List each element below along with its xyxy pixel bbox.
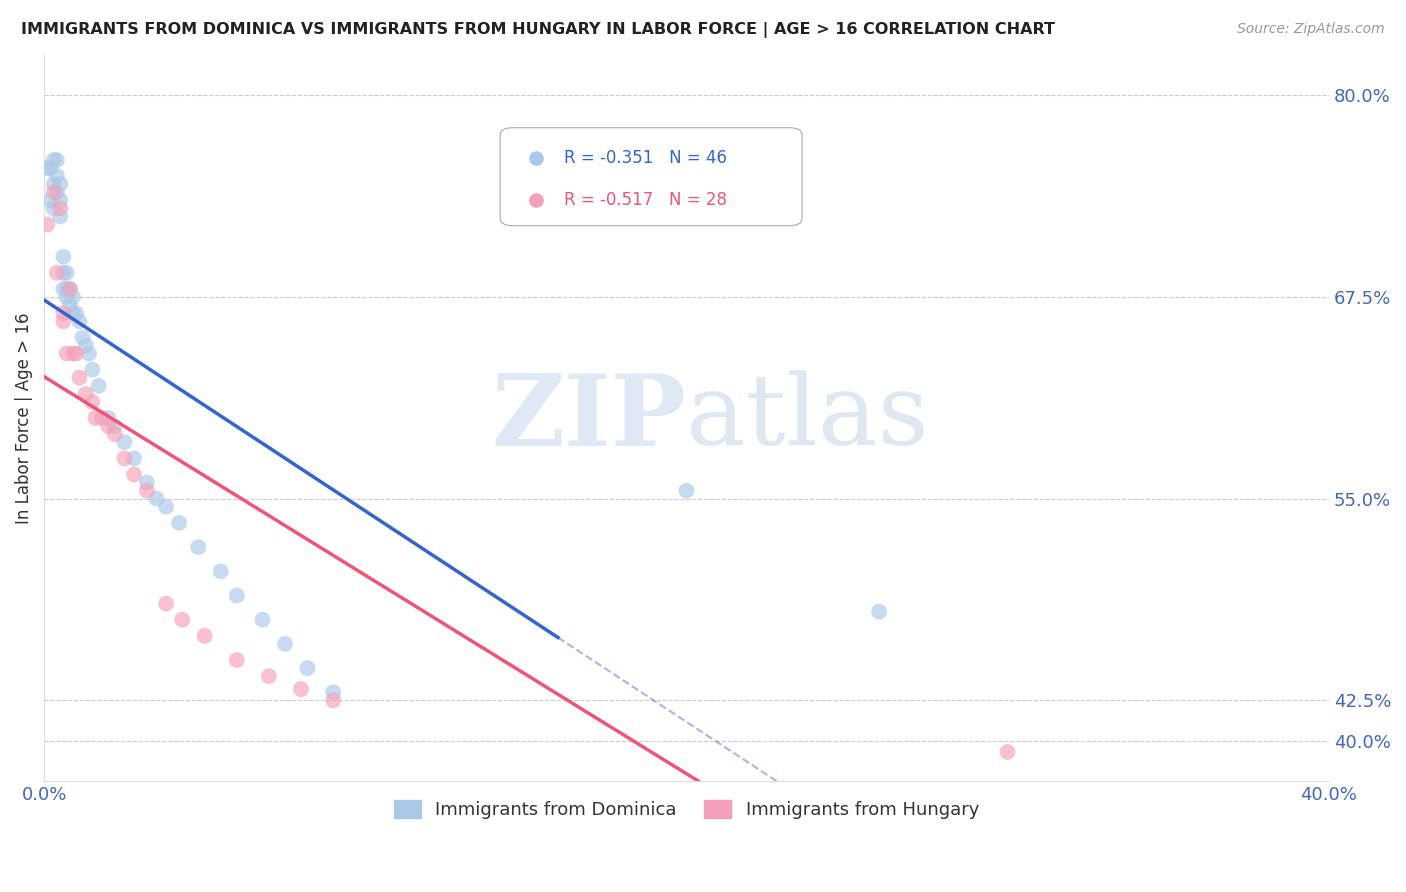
Point: [55, 290, 77, 304]
Point: [868, 605, 890, 619]
Point: [1263, 0, 1285, 10]
Point: [75, 338, 97, 352]
Point: [87, 379, 110, 393]
Point: [52, 250, 75, 264]
Point: [46, 186, 69, 200]
Point: [112, 435, 135, 450]
Point: [52, 314, 75, 328]
Point: [75, 387, 97, 401]
Point: [225, 653, 247, 667]
Point: [46, 153, 69, 167]
Point: [90, 411, 112, 425]
Point: [55, 282, 77, 296]
Point: [77, 346, 100, 360]
FancyBboxPatch shape: [501, 128, 801, 226]
Point: [135, 483, 157, 498]
Point: [37, 218, 59, 232]
Point: [49, 202, 72, 216]
Point: [42, 186, 65, 200]
Point: [46, 169, 69, 183]
Point: [49, 177, 72, 191]
Point: [112, 451, 135, 466]
Point: [97, 419, 120, 434]
Point: [42, 202, 65, 216]
Point: [65, 306, 87, 320]
Text: R = -0.351   N = 46: R = -0.351 N = 46: [564, 149, 727, 168]
Point: [194, 629, 217, 643]
Point: [42, 153, 65, 167]
Point: [84, 411, 107, 425]
Point: [167, 516, 190, 530]
Point: [225, 589, 247, 603]
Point: [172, 613, 194, 627]
Point: [290, 681, 312, 696]
Point: [252, 613, 274, 627]
Text: atlas: atlas: [686, 370, 929, 466]
Point: [39, 194, 62, 208]
Text: R = -0.517   N = 28: R = -0.517 N = 28: [564, 191, 727, 209]
Point: [59, 282, 82, 296]
Point: [322, 685, 344, 699]
Point: [145, 491, 167, 506]
Point: [997, 745, 1019, 759]
Point: [104, 419, 127, 434]
Point: [52, 266, 75, 280]
Point: [209, 564, 232, 578]
Point: [62, 306, 84, 320]
Point: [59, 298, 82, 312]
Point: [155, 597, 177, 611]
Point: [104, 427, 127, 442]
Point: [49, 210, 72, 224]
Point: [69, 314, 91, 328]
Text: ZIP: ZIP: [492, 369, 686, 467]
Point: [97, 411, 120, 425]
Point: [55, 266, 77, 280]
Point: [274, 637, 297, 651]
Legend: Immigrants from Dominica, Immigrants from Hungary: Immigrants from Dominica, Immigrants fro…: [387, 793, 986, 826]
Point: [52, 306, 75, 320]
Point: [1263, 87, 1285, 102]
Point: [257, 669, 280, 683]
Point: [135, 475, 157, 490]
Point: [297, 661, 319, 675]
Point: [122, 451, 145, 466]
Point: [187, 540, 209, 554]
Point: [42, 177, 65, 191]
Point: [675, 483, 697, 498]
Point: [62, 346, 84, 360]
Point: [39, 161, 62, 175]
Point: [322, 693, 344, 707]
Point: [55, 346, 77, 360]
Point: [37, 161, 59, 175]
Point: [155, 500, 177, 514]
Y-axis label: In Labor Force | Age > 16: In Labor Force | Age > 16: [15, 312, 32, 524]
Point: [52, 282, 75, 296]
Point: [49, 194, 72, 208]
Point: [82, 395, 104, 409]
Point: [69, 370, 91, 384]
Text: Source: ZipAtlas.com: Source: ZipAtlas.com: [1237, 22, 1385, 37]
Point: [46, 266, 69, 280]
Point: [72, 330, 94, 344]
Text: IMMIGRANTS FROM DOMINICA VS IMMIGRANTS FROM HUNGARY IN LABOR FORCE | AGE > 16 CO: IMMIGRANTS FROM DOMINICA VS IMMIGRANTS F…: [21, 22, 1054, 38]
Point: [62, 290, 84, 304]
Point: [59, 282, 82, 296]
Point: [65, 346, 87, 360]
Point: [82, 362, 104, 376]
Point: [122, 467, 145, 482]
